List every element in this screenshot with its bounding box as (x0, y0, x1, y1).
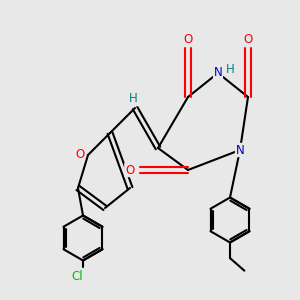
Text: O: O (243, 33, 253, 46)
Text: N: N (236, 143, 244, 157)
Text: O: O (125, 164, 134, 176)
Text: Cl: Cl (71, 271, 83, 284)
Text: H: H (226, 63, 235, 76)
Text: N: N (214, 67, 222, 80)
Text: O: O (75, 148, 84, 161)
Text: H: H (129, 92, 138, 106)
Text: O: O (183, 33, 193, 46)
